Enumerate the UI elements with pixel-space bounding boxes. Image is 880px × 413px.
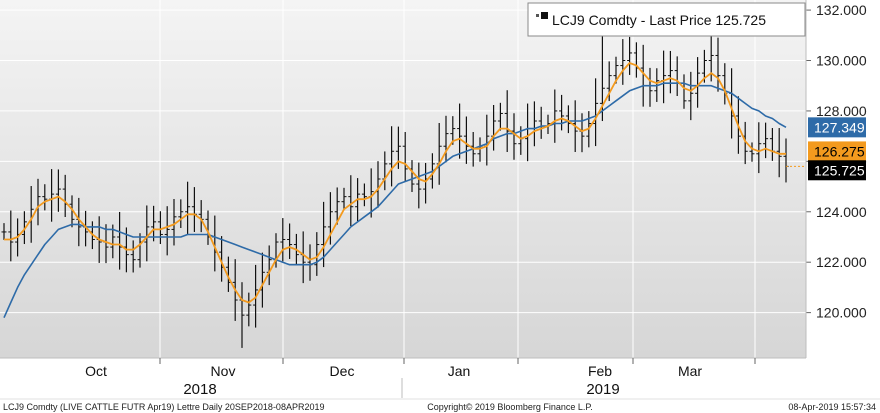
x-axis-panel bbox=[0, 358, 880, 398]
last-value-text: 126.275 bbox=[814, 143, 865, 159]
last-value-badge bbox=[808, 117, 866, 138]
y-tick-label: 132.000 bbox=[816, 2, 867, 18]
last-value-labels: 127.349 126.275 125.725 bbox=[808, 117, 866, 181]
last-value-text: 127.349 bbox=[814, 119, 865, 135]
last-value-badge bbox=[808, 160, 866, 181]
y-tick-label: 122.000 bbox=[816, 254, 867, 270]
x-tick-label: Oct bbox=[85, 363, 107, 379]
plot-area bbox=[0, 0, 806, 358]
legend-marker-square bbox=[541, 12, 548, 19]
x-tick-label: Dec bbox=[330, 363, 355, 379]
y-tick-label: 130.000 bbox=[816, 53, 867, 69]
legend-label: LCJ9 Comdty - Last Price 125.725 bbox=[552, 12, 766, 28]
series-lines bbox=[3, 62, 806, 319]
legend: LCJ9 Comdty - Last Price 125.725 bbox=[527, 2, 806, 37]
legend-box bbox=[527, 2, 806, 37]
series-line-short-ma bbox=[4, 62, 786, 304]
last-value-text: 125.725 bbox=[814, 162, 865, 178]
year-label: 2019 bbox=[586, 381, 619, 398]
y-tick-label: 120.000 bbox=[816, 305, 867, 321]
y-tick-label: 124.000 bbox=[816, 204, 867, 220]
last-value-badge bbox=[808, 141, 866, 162]
footer: LCJ9 Comdty (LIVE CATTLE FUTR Apr19) Let… bbox=[0, 398, 880, 412]
footer-left: LCJ9 Comdty (LIVE CATTLE FUTR Apr19) Let… bbox=[3, 402, 324, 412]
x-tick-label: Mar bbox=[678, 363, 702, 379]
legend-marker-dot bbox=[536, 14, 539, 17]
footer-center: Copyright© 2019 Bloomberg Finance L.P. bbox=[427, 402, 593, 412]
x-tick-label: Nov bbox=[211, 363, 236, 379]
y-tick-label: 128.000 bbox=[816, 103, 867, 119]
x-tick-label: Jan bbox=[448, 363, 471, 379]
year-label: 2018 bbox=[183, 381, 216, 398]
x-tick-label: Feb bbox=[588, 363, 612, 379]
x-axis: Oct Nov Dec Jan Feb Mar 2018 2019 bbox=[0, 0, 880, 398]
series-line-long-ma bbox=[3, 82, 787, 319]
footer-right: 08-Apr-2019 15:57:34 bbox=[788, 402, 876, 412]
grid bbox=[0, 0, 806, 358]
